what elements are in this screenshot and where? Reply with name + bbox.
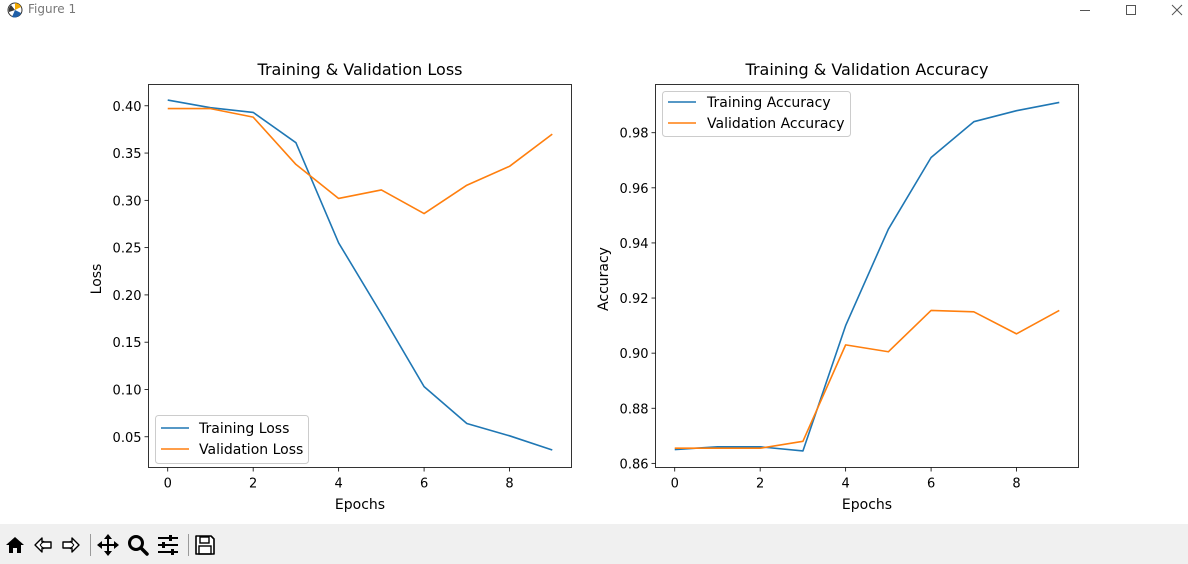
accuracy-x-ticks: 0 2 4 6 8 (671, 467, 1021, 492)
loss-y-tick-label: 0.20 (113, 289, 142, 304)
minimize-button[interactable] (1062, 0, 1108, 20)
accuracy-x-tick-label: 0 (671, 477, 679, 492)
accuracy-x-tick-label: 4 (841, 477, 849, 492)
pan-button[interactable] (96, 533, 120, 557)
pan-icon (97, 534, 119, 556)
navigation-toolbar (0, 524, 1188, 564)
loss-y-tick-label: 0.30 (113, 194, 142, 209)
window-titlebar: Figure 1 (0, 0, 1188, 20)
configure-subplots-button[interactable] (156, 533, 180, 557)
loss-x-tick-label: 4 (334, 477, 342, 492)
loss-y-tick-label: 0.15 (113, 336, 142, 351)
maximize-icon (1126, 5, 1136, 15)
loss-x-tick-label: 6 (420, 477, 428, 492)
accuracy-series-layer (674, 101, 1060, 452)
accuracy-y-axis-label: Accuracy (596, 247, 612, 311)
accuracy-legend: Training Accuracy Validation Accuracy (662, 91, 851, 137)
loss-subplot: Training & Validation Loss 0 2 4 6 8 0.05 0.1… (89, 60, 572, 513)
loss-x-tick-label: 8 (505, 477, 513, 492)
accuracy-x-tick-label: 8 (1012, 477, 1020, 492)
loss-series-line-validation (167, 107, 553, 215)
accuracy-chart-title: Training & Validation Accuracy (745, 60, 989, 79)
close-icon (1171, 4, 1183, 16)
accuracy-y-tick-label: 0.96 (620, 182, 649, 197)
home-icon (6, 537, 24, 553)
accuracy-y-tick-label: 0.98 (620, 127, 649, 142)
loss-x-tick-label: 0 (164, 477, 172, 492)
forward-icon (62, 537, 80, 553)
loss-legend-label-training: Training Loss (198, 421, 289, 437)
figure-canvas: Training & Validation Loss 0 2 4 6 8 0.05 0.1… (89, 60, 1079, 513)
toolbar-separator (188, 534, 189, 556)
zoom-button[interactable] (126, 533, 150, 557)
accuracy-axes-frame (655, 84, 1079, 468)
window-title: Figure 1 (28, 2, 77, 16)
loss-legend-label-validation: Validation Loss (199, 442, 303, 458)
loss-y-tick-label: 0.35 (113, 147, 142, 162)
accuracy-legend-label-training: Training Accuracy (706, 95, 831, 111)
accuracy-y-ticks: 0.86 0.88 0.90 0.92 0.94 0.96 0.98 (620, 127, 656, 472)
accuracy-legend-label-validation: Validation Accuracy (707, 116, 845, 132)
minimize-icon (1080, 10, 1090, 11)
loss-x-ticks: 0 2 4 6 8 (164, 467, 514, 492)
accuracy-y-tick-label: 0.90 (620, 347, 649, 362)
accuracy-y-tick-label: 0.86 (620, 457, 649, 472)
accuracy-series-line-validation (674, 309, 1060, 450)
home-button[interactable] (3, 533, 27, 557)
loss-y-axis-label: Loss (89, 264, 105, 295)
back-icon (34, 537, 52, 553)
configure-subplots-icon (158, 535, 178, 555)
loss-axes-frame (148, 84, 572, 468)
zoom-icon (128, 535, 149, 556)
loss-y-tick-label: 0.40 (113, 100, 142, 115)
close-button[interactable] (1154, 0, 1188, 20)
save-button[interactable] (193, 533, 217, 557)
loss-y-tick-label: 0.25 (113, 242, 142, 257)
loss-legend-box (155, 415, 309, 464)
loss-y-tick-label: 0.05 (113, 431, 142, 446)
accuracy-y-tick-label: 0.88 (620, 402, 649, 417)
accuracy-subplot: Training & Validation Accuracy 0 2 4 6 8 0.8… (596, 60, 1079, 513)
loss-y-tick-label: 0.10 (113, 383, 142, 398)
accuracy-legend-box (662, 91, 851, 137)
save-icon (195, 535, 215, 555)
loss-legend: Training Loss Validation Loss (155, 415, 309, 464)
back-button[interactable] (31, 533, 55, 557)
loss-series-line-training (167, 99, 553, 451)
loss-y-ticks: 0.05 0.10 0.15 0.20 0.25 0.30 0.35 0.40 (113, 100, 149, 446)
forward-button[interactable] (59, 533, 83, 557)
loss-x-axis-label: Epochs (335, 497, 385, 513)
matplotlib-logo-icon (7, 2, 23, 18)
maximize-button[interactable] (1108, 0, 1154, 20)
loss-x-tick-label: 2 (249, 477, 257, 492)
loss-series-layer (167, 99, 553, 451)
accuracy-x-tick-label: 6 (927, 477, 935, 492)
accuracy-series-line-training (674, 101, 1060, 452)
loss-chart-title: Training & Validation Loss (257, 60, 463, 79)
accuracy-x-axis-label: Epochs (842, 497, 892, 513)
accuracy-y-tick-label: 0.92 (620, 292, 649, 307)
accuracy-y-tick-label: 0.94 (620, 237, 649, 252)
toolbar-separator (90, 534, 91, 556)
accuracy-x-tick-label: 2 (756, 477, 764, 492)
